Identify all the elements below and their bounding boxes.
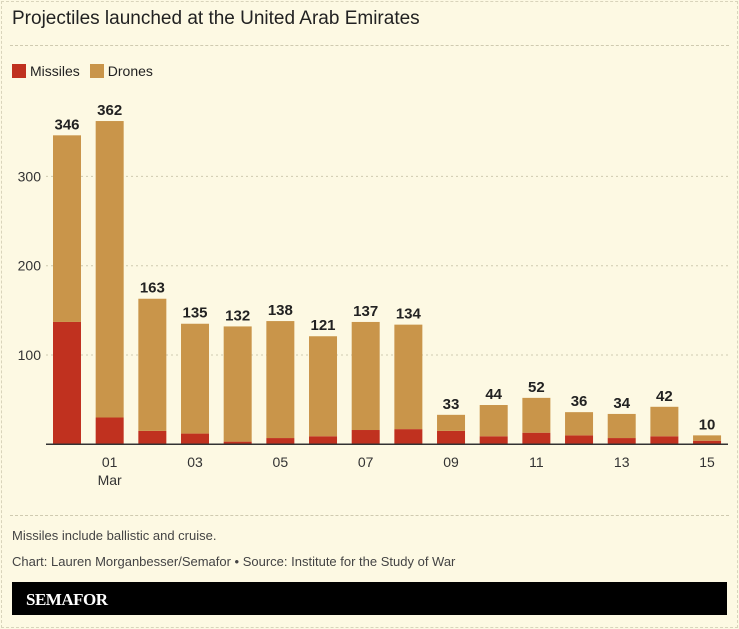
x-tick-label: 01 (102, 454, 118, 470)
x-tick-label: 15 (699, 454, 715, 470)
data-label: 163 (140, 280, 165, 297)
bar-missiles (351, 430, 380, 445)
bar-missiles (650, 436, 679, 445)
bar-missiles (607, 438, 636, 445)
data-label: 121 (311, 317, 336, 334)
data-label: 346 (54, 116, 79, 133)
bar-drones (223, 326, 252, 442)
data-label: 34 (613, 395, 630, 412)
legend-swatch-missiles (12, 64, 26, 78)
data-label: 52 (528, 379, 545, 396)
bar-drones (309, 336, 338, 437)
bar-drones (266, 321, 295, 439)
bar-missiles (266, 438, 295, 445)
bar-drones (351, 321, 380, 431)
x-tick-label: 13 (614, 454, 630, 470)
legend: Missiles Drones (12, 63, 163, 79)
data-label: 362 (97, 102, 122, 119)
data-label: 137 (353, 303, 378, 320)
bar-drones (522, 397, 551, 433)
bar-chart: 100 200 300 346 362 163 135 132 138 121 137 134 33 44… (18, 102, 728, 488)
bar-drones (394, 324, 423, 430)
bar-drones (607, 413, 636, 439)
bar-drones (138, 298, 167, 431)
x-tick-label: 09 (443, 454, 459, 470)
bar-missiles (565, 435, 594, 445)
semafor-logo: SEMAFOR (26, 590, 108, 609)
bar-missiles (522, 432, 551, 445)
x-tick-label: 03 (187, 454, 203, 470)
bar-missiles (181, 433, 210, 445)
brand-bar: SEMAFOR (12, 582, 727, 615)
data-label: 42 (656, 388, 673, 405)
data-label: 44 (485, 386, 502, 403)
footnote: Missiles include ballistic and cruise. (12, 528, 217, 543)
x-tick-sublabel: Mar (98, 472, 122, 488)
data-label: 135 (182, 305, 207, 322)
bar-missiles (394, 429, 423, 445)
data-label: 134 (396, 306, 422, 323)
bar-missiles (479, 436, 508, 445)
data-label: 132 (225, 307, 250, 324)
bar-missiles (138, 430, 167, 445)
y-tick-label: 200 (18, 258, 42, 274)
bar-drones (565, 412, 594, 436)
footer-divider (10, 515, 729, 516)
data-label: 36 (571, 393, 588, 410)
bar-drones (95, 121, 124, 418)
chart-title: Projectiles launched at the United Arab … (12, 8, 420, 29)
data-label: 10 (699, 416, 716, 433)
bar-missiles (53, 321, 81, 445)
x-tick-label: 07 (358, 454, 374, 470)
bar-drones (437, 414, 466, 431)
x-tick-label: 05 (273, 454, 289, 470)
y-tick-label: 100 (18, 347, 42, 363)
bar-missiles (309, 436, 338, 445)
bar-drones (650, 406, 679, 437)
x-tick-label: 11 (529, 454, 544, 470)
bar-drones (693, 435, 722, 441)
data-label: 138 (268, 302, 293, 319)
legend-swatch-drones (89, 64, 104, 78)
bar-drones (479, 405, 508, 437)
y-tick-label: 300 (18, 168, 42, 184)
bar-missiles (95, 417, 124, 445)
title-divider (10, 45, 729, 46)
bar-drones (181, 323, 210, 434)
bar-missiles (223, 441, 252, 445)
bar-missiles (693, 440, 722, 445)
bar-drones (53, 135, 81, 322)
bar-missiles (437, 430, 466, 445)
data-label: 33 (443, 396, 460, 413)
legend-label-drones: Drones (107, 63, 153, 79)
credit: Chart: Lauren Morganbesser/Semafor • Sou… (12, 554, 456, 569)
legend-label-missiles: Missiles (30, 63, 80, 79)
